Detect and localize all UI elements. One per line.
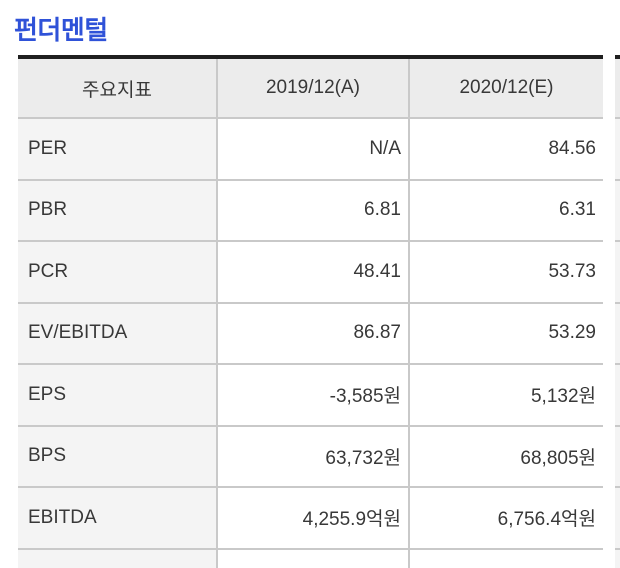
adjacent-table-row-fragment bbox=[615, 488, 620, 550]
page-title: 펀더멘털 bbox=[14, 15, 108, 45]
adjacent-table-row-fragment bbox=[615, 549, 620, 568]
value-2020: 53.73 bbox=[410, 242, 603, 302]
adjacent-table-sliver bbox=[615, 55, 620, 568]
row-label: BPS bbox=[18, 426, 218, 486]
value-2020: 84.56 bbox=[410, 119, 603, 179]
value-2020: 53.29 bbox=[410, 303, 603, 363]
value-2019: -3,585원 bbox=[218, 365, 410, 425]
header-cell-2019: 2019/12(A) bbox=[218, 59, 410, 117]
table-row: PBR 6.81 6.31 bbox=[18, 180, 603, 242]
table-body: PER N/A 84.56 PBR 6.81 6.31 PCR 48.41 53… bbox=[18, 119, 603, 568]
value-2020: 6.31 bbox=[410, 180, 603, 240]
adjacent-table-row-fragment bbox=[615, 242, 620, 304]
row-label: PER bbox=[18, 119, 218, 179]
table-row: EPS -3,585원 5,132원 bbox=[18, 365, 603, 427]
adjacent-table-row-fragment bbox=[615, 303, 620, 365]
table-row: PCR 48.41 53.73 bbox=[18, 242, 603, 304]
value-2019: 4,255.9억원 bbox=[218, 488, 410, 548]
value-2019: 6.81 bbox=[218, 180, 410, 240]
header-cell-2020: 2020/12(E) bbox=[410, 59, 603, 117]
adjacent-table-header-fragment bbox=[615, 59, 620, 119]
row-label: EBITDA bbox=[18, 488, 218, 548]
row-label: EV/EBITDA bbox=[18, 303, 218, 363]
row-label bbox=[18, 549, 218, 568]
value-2020: 6,756.4억원 bbox=[410, 488, 603, 548]
value-2020 bbox=[410, 549, 603, 568]
adjacent-table-row-fragment bbox=[615, 119, 620, 181]
value-2020: 68,805원 bbox=[410, 426, 603, 486]
value-2019: 63,732원 bbox=[218, 426, 410, 486]
table-row: EBITDA 4,255.9억원 6,756.4억원 bbox=[18, 488, 603, 550]
value-2019: N/A bbox=[218, 119, 410, 179]
row-label: PCR bbox=[18, 242, 218, 302]
adjacent-table-row-fragment bbox=[615, 426, 620, 488]
table-row: PER N/A 84.56 bbox=[18, 119, 603, 181]
row-label: EPS bbox=[18, 365, 218, 425]
adjacent-table-row-fragment bbox=[615, 365, 620, 427]
header-cell-indicator: 주요지표 bbox=[18, 59, 218, 117]
table-row: EV/EBITDA 86.87 53.29 bbox=[18, 303, 603, 365]
value-2019: 86.87 bbox=[218, 303, 410, 363]
value-2019 bbox=[218, 549, 410, 568]
adjacent-table-body-fragment bbox=[615, 119, 620, 568]
table-row: BPS 63,732원 68,805원 bbox=[18, 426, 603, 488]
fundamentals-table[interactable]: 주요지표 2019/12(A) 2020/12(E) PER N/A 84.56… bbox=[18, 55, 603, 568]
value-2019: 48.41 bbox=[218, 242, 410, 302]
adjacent-table-row-fragment bbox=[615, 180, 620, 242]
table-header-row: 주요지표 2019/12(A) 2020/12(E) bbox=[18, 59, 603, 119]
row-label: PBR bbox=[18, 180, 218, 240]
value-2020: 5,132원 bbox=[410, 365, 603, 425]
table-row bbox=[18, 549, 603, 568]
